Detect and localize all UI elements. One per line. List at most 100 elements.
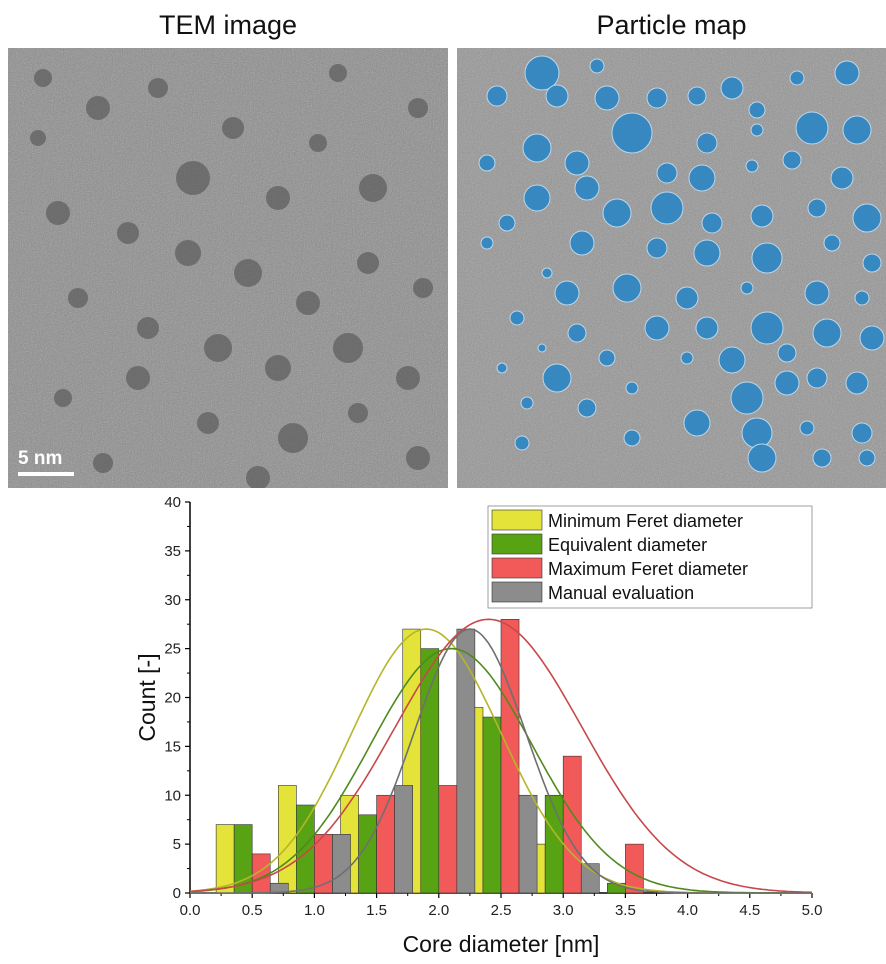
tem-particle xyxy=(329,64,347,82)
detected-particle xyxy=(701,212,723,234)
x-tick-label: 3.0 xyxy=(553,902,574,919)
tem-particle xyxy=(54,389,72,407)
y-tick-label: 0 xyxy=(173,885,181,902)
y-tick-label: 10 xyxy=(164,787,181,804)
legend-swatch xyxy=(491,533,543,555)
x-tick-label: 2.0 xyxy=(428,902,449,919)
detected-particle xyxy=(496,362,508,374)
tem-particle xyxy=(348,403,368,423)
tem-particle xyxy=(34,69,52,87)
detected-particle xyxy=(750,123,764,137)
scale-bar-label: 5 nm xyxy=(18,448,63,469)
tem-particle xyxy=(413,278,433,298)
y-tick-label: 40 xyxy=(164,494,181,511)
scale-bar xyxy=(18,472,74,476)
tem-particle xyxy=(333,333,363,363)
detected-particle xyxy=(589,58,605,74)
tem-particle xyxy=(175,240,201,266)
detected-particle xyxy=(680,351,694,365)
detected-particle xyxy=(834,60,860,86)
detected-particle xyxy=(478,154,496,172)
tem-particle xyxy=(93,453,113,473)
detected-particle xyxy=(812,448,832,468)
y-tick-label: 35 xyxy=(164,543,181,560)
x-tick-label: 1.0 xyxy=(304,902,325,919)
detected-particle xyxy=(687,86,707,106)
bar-manual-evaluation xyxy=(580,863,600,894)
detected-particle xyxy=(854,290,870,306)
tem-particle xyxy=(176,161,210,195)
tem-particle xyxy=(204,334,232,362)
detected-particle xyxy=(812,318,842,348)
detected-particle xyxy=(751,242,783,274)
detected-particle xyxy=(718,346,746,374)
detected-particle xyxy=(842,115,872,145)
x-tick-label: 2.5 xyxy=(491,902,512,919)
detected-particle xyxy=(524,55,560,91)
detected-particle xyxy=(625,381,639,395)
detected-particle xyxy=(777,343,797,363)
detected-particle xyxy=(789,70,805,86)
detected-particle xyxy=(537,343,547,353)
detected-particle xyxy=(695,316,719,340)
bar-maximum-feret-diameter xyxy=(376,794,395,894)
legend-swatch xyxy=(491,557,543,579)
tem-particle xyxy=(278,423,308,453)
detected-particle xyxy=(567,323,587,343)
detected-particle xyxy=(859,325,885,351)
fit-curve-maximum-feret-diameter xyxy=(189,618,813,894)
tem-image: 5 nm xyxy=(8,48,448,488)
fit-curve-manual-evaluation xyxy=(190,628,812,894)
particle-map-texture xyxy=(457,48,886,488)
bar-equivalent-diameter xyxy=(544,794,564,894)
detected-particle xyxy=(564,150,590,176)
tem-particle xyxy=(359,174,387,202)
tem-particle xyxy=(30,130,46,146)
detected-particle xyxy=(750,204,774,228)
tem-particle xyxy=(396,366,420,390)
detected-particle xyxy=(594,85,620,111)
detected-particle xyxy=(611,112,653,154)
tem-particle xyxy=(406,446,430,470)
detected-particle xyxy=(750,311,784,345)
particle-map-image xyxy=(457,48,886,488)
tem-particle xyxy=(309,134,327,152)
detected-particle xyxy=(574,175,600,201)
y-tick-label: 20 xyxy=(164,690,181,707)
detected-particle xyxy=(514,435,530,451)
legend-label: Maximum Feret diameter xyxy=(548,559,748,579)
legend-swatch xyxy=(491,581,543,603)
x-tick-label: 0.5 xyxy=(242,902,263,919)
detected-particle xyxy=(646,87,668,109)
detected-particle xyxy=(852,203,882,233)
bar-minimum-feret-diameter xyxy=(215,824,235,894)
detected-particle xyxy=(623,429,641,447)
detected-particle xyxy=(683,409,711,437)
detected-particle xyxy=(577,398,597,418)
y-axis-label: Count [-] xyxy=(134,653,160,741)
tem-particle xyxy=(234,259,262,287)
fit-curve-equivalent-diameter xyxy=(189,647,812,894)
tem-particle xyxy=(266,186,290,210)
detected-particle xyxy=(806,367,828,389)
tem-particle xyxy=(408,98,428,118)
detected-particle xyxy=(545,84,569,108)
x-tick-label: 1.5 xyxy=(366,902,387,919)
detected-particle xyxy=(509,310,525,326)
detected-particle xyxy=(541,267,553,279)
x-tick-label: 4.5 xyxy=(739,902,760,919)
detected-particle xyxy=(799,420,815,436)
detected-particle xyxy=(522,133,552,163)
tem-particle xyxy=(222,117,244,139)
detected-particle xyxy=(486,85,508,107)
bar-manual-evaluation xyxy=(394,785,413,894)
detected-particle xyxy=(862,253,882,273)
bar-maximum-feret-diameter xyxy=(500,619,520,894)
detected-particle xyxy=(656,162,678,184)
tem-particle xyxy=(46,201,70,225)
x-tick-label: 3.5 xyxy=(615,902,636,919)
legend-swatch xyxy=(491,509,543,531)
particle-overlays xyxy=(478,55,885,473)
detected-particle xyxy=(741,417,773,449)
detected-particle xyxy=(554,280,580,306)
